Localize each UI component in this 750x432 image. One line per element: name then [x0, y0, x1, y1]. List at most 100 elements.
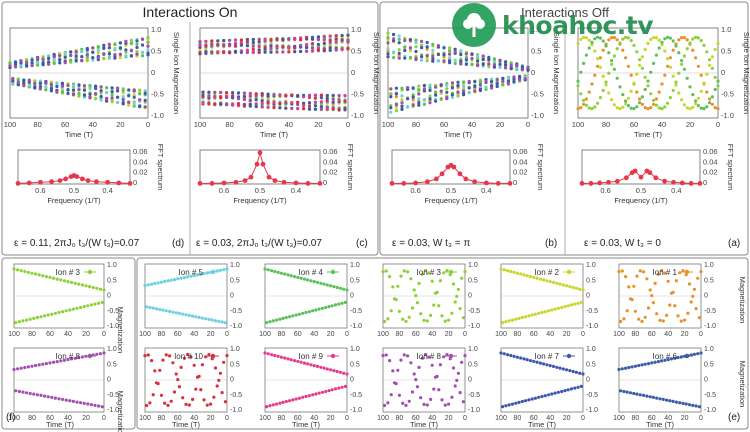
ion-point-e-top-1: [307, 310, 311, 314]
ion-point-e-top-1: [292, 275, 297, 279]
fft-point-b: [389, 181, 395, 186]
data-point-a: [624, 99, 628, 103]
fft-point-a: [615, 178, 620, 184]
data-point-d: [52, 52, 56, 57]
ion-point-e-bot-1: [335, 369, 339, 374]
data-point-a: [587, 106, 591, 110]
data-point-a: [696, 64, 701, 68]
ion-point-e-bot-2: [420, 356, 424, 360]
ion-point-e-bot-1: [311, 393, 315, 397]
fft-point-b: [463, 176, 469, 182]
data-point-d: [60, 84, 64, 88]
ion-point-e-bot-3: [563, 389, 567, 393]
ion-point-e-bot-4: [638, 393, 642, 397]
data-point-b: [459, 53, 463, 57]
data-point-c: [242, 104, 246, 108]
ion-point-e-top-1: [284, 315, 288, 320]
ion-point-f2: [68, 399, 72, 403]
ion-point-e-bot-2: [417, 365, 421, 369]
data-point-a: [587, 38, 591, 42]
data-point-b: [453, 58, 457, 62]
data-point-c: [299, 49, 303, 54]
data-point-a: [699, 106, 703, 110]
ion-point-e-top-1: [299, 276, 303, 280]
data-point-c: [278, 106, 282, 110]
data-point-a: [713, 106, 717, 110]
ion-point-e-bot-0: [205, 403, 209, 407]
ion-y-tick-e-bot-2: -0.5: [468, 392, 480, 399]
data-point-b: [431, 54, 435, 58]
ion-x-tick-e-top-2: 100: [377, 331, 389, 338]
ion-point-e-top-0: [146, 283, 150, 287]
data-point-a: [660, 107, 664, 111]
ion-point-e-bot-1: [329, 368, 333, 372]
ion-point-e-top-0: [176, 277, 180, 281]
header-interactions-off: Interactions Off: [521, 5, 609, 20]
ion-point-e-bot-2: [386, 401, 390, 405]
data-point-a: [702, 81, 706, 85]
data-point-a: [654, 36, 659, 40]
ion-y-tick-e-top-3: -0.5: [586, 308, 598, 315]
ion-point-e-bot-0: [150, 359, 154, 363]
data-point-d: [22, 78, 26, 83]
data-point-c: [257, 37, 261, 42]
fft-point-c: [281, 179, 287, 185]
data-point-a: [618, 107, 622, 111]
data-point-b: [403, 48, 407, 53]
ion-point-f2: [61, 397, 65, 401]
data-point-d: [71, 88, 76, 92]
data-point-d: [140, 43, 145, 47]
data-point-a: [615, 47, 619, 51]
data-point-c: [316, 42, 320, 46]
ion-point-e-bot-4: [660, 359, 664, 363]
data-point-a: [632, 81, 636, 85]
data-point-b: [442, 59, 446, 63]
ion-point-e-top-1: [315, 280, 320, 284]
data-point-a: [582, 102, 586, 106]
fft-point-a: [688, 181, 694, 186]
data-point-a: [587, 46, 591, 50]
data-point-a: [696, 96, 701, 100]
y-tick-label-a: 0.5: [721, 47, 731, 56]
data-point-c: [319, 105, 323, 109]
data-point-c: [251, 50, 255, 55]
data-point-b: [411, 103, 415, 107]
data-point-a: [604, 44, 608, 48]
data-point-c: [269, 44, 273, 48]
ion-point-e-top-1: [342, 287, 346, 291]
data-point-b: [476, 54, 480, 58]
data-point-b: [394, 92, 398, 96]
data-point-d: [58, 58, 62, 62]
ion-y-tick-e-top-4: -0.5: [704, 308, 716, 315]
data-point-c: [207, 102, 211, 106]
ion-point-e-top-0: [169, 278, 173, 282]
ion-point-e-bot-3: [528, 359, 533, 363]
data-point-d: [143, 105, 147, 109]
data-point-c: [305, 49, 309, 53]
data-point-b: [414, 38, 418, 42]
ion-point-e-top-0: [145, 305, 149, 309]
data-point-a: [626, 104, 631, 108]
ion-point-e-top-2: [381, 270, 385, 274]
ion-point-e-bot-0: [195, 375, 200, 379]
data-point-b: [425, 54, 429, 58]
data-point-b: [459, 62, 463, 66]
x-tick-label-a: 80: [602, 120, 610, 129]
ion-point-e-bot-2: [461, 400, 465, 404]
fft-y-tick-b: 0.06: [513, 147, 528, 156]
ion-point-e-top-0: [189, 274, 193, 278]
ion-point-e-bot-2: [443, 403, 447, 407]
ion-point-e-bot-2: [397, 393, 401, 397]
data-point-c: [207, 90, 211, 94]
data-point-d: [80, 50, 84, 54]
ion-point-e-bot-2: [458, 391, 462, 395]
ion-point-e-top-2: [407, 315, 411, 319]
x-axis-label-b: Time (T): [444, 130, 473, 139]
data-point-a: [638, 63, 642, 67]
fft-point-c: [197, 181, 203, 186]
data-point-c: [263, 45, 267, 49]
data-point-b: [476, 59, 480, 63]
data-point-c: [302, 95, 306, 99]
ion-point-e-bot-1: [273, 353, 277, 358]
data-point-c: [266, 101, 270, 105]
